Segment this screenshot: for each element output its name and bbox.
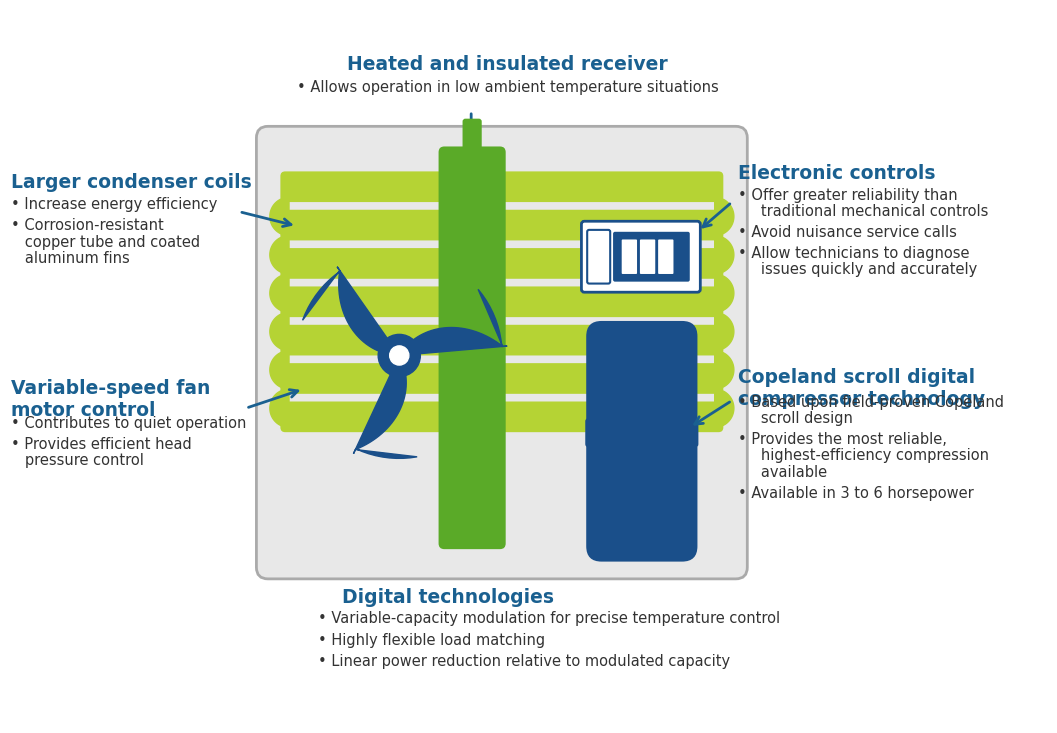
Text: • Provides the most reliable,: • Provides the most reliable,: [738, 432, 947, 447]
Polygon shape: [302, 267, 389, 353]
Text: • Linear power reduction relative to modulated capacity: • Linear power reduction relative to mod…: [318, 654, 730, 668]
Text: Digital technologies: Digital technologies: [341, 589, 554, 608]
FancyBboxPatch shape: [463, 119, 482, 150]
Polygon shape: [270, 235, 289, 274]
FancyBboxPatch shape: [613, 232, 690, 281]
FancyBboxPatch shape: [497, 210, 723, 240]
FancyBboxPatch shape: [660, 533, 681, 550]
Polygon shape: [715, 235, 734, 274]
Text: • Variable-capacity modulation for precise temperature control: • Variable-capacity modulation for preci…: [318, 611, 780, 627]
Text: • Corrosion-resistant: • Corrosion-resistant: [11, 218, 164, 233]
Text: Copeland scroll digital
compressor technology: Copeland scroll digital compressor techn…: [738, 368, 985, 409]
FancyBboxPatch shape: [659, 240, 673, 274]
Polygon shape: [270, 312, 289, 350]
Text: highest-efficiency compression: highest-efficiency compression: [747, 449, 989, 463]
Polygon shape: [270, 197, 289, 235]
Text: • Allow technicians to diagnose: • Allow technicians to diagnose: [738, 246, 969, 261]
Text: traditional mechanical controls: traditional mechanical controls: [747, 204, 988, 219]
FancyBboxPatch shape: [439, 147, 505, 549]
Polygon shape: [715, 312, 734, 350]
FancyBboxPatch shape: [280, 287, 447, 317]
Text: available: available: [747, 465, 828, 480]
FancyBboxPatch shape: [581, 221, 701, 292]
FancyBboxPatch shape: [257, 126, 747, 579]
Polygon shape: [410, 290, 507, 354]
FancyBboxPatch shape: [606, 533, 627, 550]
FancyBboxPatch shape: [280, 402, 447, 432]
Text: • Allows operation in low ambient temperature situations: • Allows operation in low ambient temper…: [297, 81, 719, 95]
Text: Electronic controls: Electronic controls: [738, 163, 935, 183]
FancyBboxPatch shape: [586, 419, 699, 447]
FancyBboxPatch shape: [497, 402, 723, 432]
Text: • Available in 3 to 6 horsepower: • Available in 3 to 6 horsepower: [738, 486, 973, 501]
Polygon shape: [353, 371, 418, 458]
Polygon shape: [270, 350, 289, 389]
FancyBboxPatch shape: [497, 287, 723, 317]
FancyBboxPatch shape: [280, 248, 447, 279]
Polygon shape: [715, 274, 734, 312]
Text: • Avoid nuisance service calls: • Avoid nuisance service calls: [738, 225, 957, 240]
FancyBboxPatch shape: [497, 248, 723, 279]
FancyBboxPatch shape: [280, 363, 447, 394]
Text: Larger condenser coils: Larger condenser coils: [11, 173, 252, 192]
FancyBboxPatch shape: [497, 325, 723, 356]
FancyBboxPatch shape: [497, 363, 723, 394]
FancyBboxPatch shape: [280, 210, 447, 240]
FancyBboxPatch shape: [639, 240, 655, 274]
FancyBboxPatch shape: [588, 230, 610, 284]
Polygon shape: [715, 197, 734, 235]
Text: • Provides efficient head: • Provides efficient head: [11, 437, 191, 452]
Polygon shape: [715, 350, 734, 389]
Circle shape: [390, 346, 409, 365]
Text: copper tube and coated: copper tube and coated: [11, 235, 200, 250]
FancyBboxPatch shape: [587, 321, 698, 561]
Text: scroll design: scroll design: [747, 411, 853, 426]
Text: pressure control: pressure control: [11, 453, 144, 468]
Text: • Increase energy efficiency: • Increase energy efficiency: [11, 197, 218, 213]
Text: issues quickly and accurately: issues quickly and accurately: [747, 262, 978, 278]
Text: • Highly flexible load matching: • Highly flexible load matching: [318, 633, 545, 647]
FancyBboxPatch shape: [280, 172, 447, 202]
Polygon shape: [270, 389, 289, 427]
Circle shape: [378, 334, 421, 377]
FancyBboxPatch shape: [497, 172, 723, 202]
Polygon shape: [270, 274, 289, 312]
Text: • Offer greater reliability than: • Offer greater reliability than: [738, 188, 958, 203]
Text: • Based upon field-proven Copeland: • Based upon field-proven Copeland: [738, 395, 1004, 410]
Text: Variable-speed fan
motor control: Variable-speed fan motor control: [11, 380, 210, 421]
FancyBboxPatch shape: [622, 240, 637, 274]
Text: Heated and insulated receiver: Heated and insulated receiver: [348, 56, 668, 74]
Text: • Contributes to quiet operation: • Contributes to quiet operation: [11, 416, 246, 431]
FancyBboxPatch shape: [280, 325, 447, 356]
Text: aluminum fins: aluminum fins: [11, 251, 130, 266]
Polygon shape: [715, 389, 734, 427]
